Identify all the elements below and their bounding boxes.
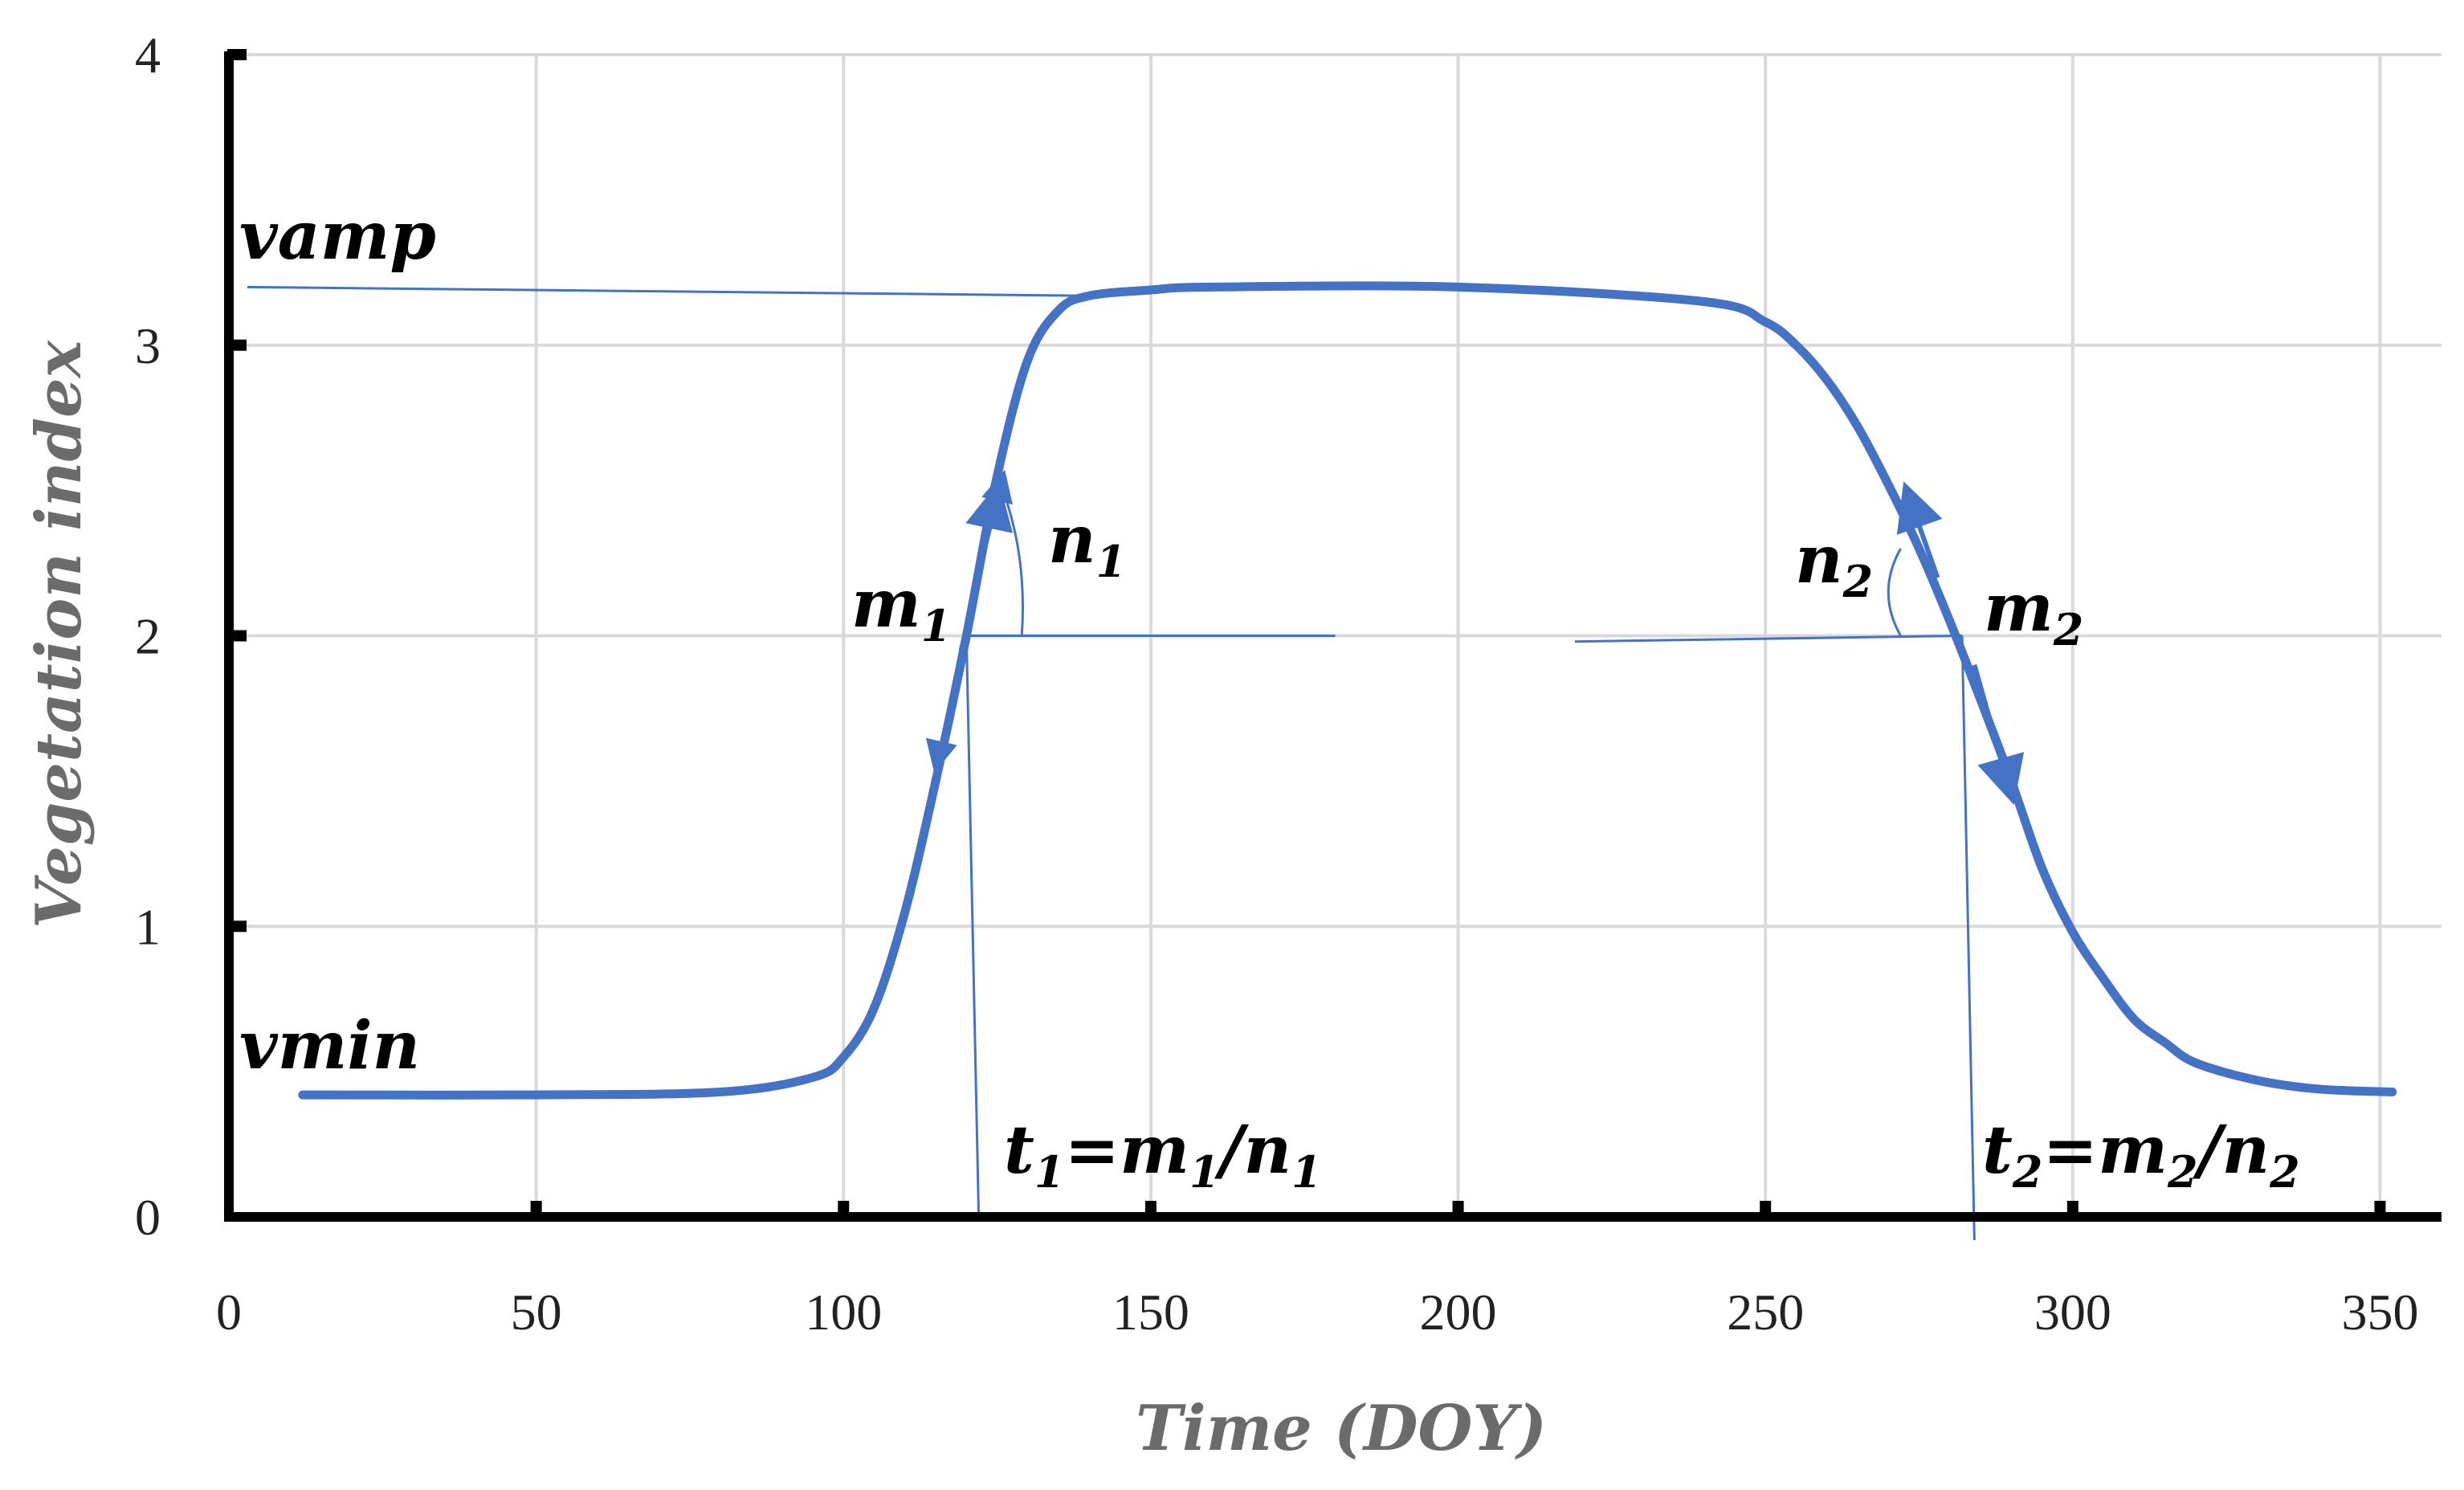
curve-arrow-senescence-up [1896, 481, 1943, 579]
y-tick-label: 0 [135, 1189, 161, 1246]
n2-sub: 2 [1842, 556, 1874, 607]
t1-m: m [1120, 1112, 1189, 1189]
n2-label: n2 [1795, 521, 1873, 607]
n2-base: n [1795, 521, 1843, 598]
t1-n: n [1243, 1112, 1291, 1189]
m2-sub: 2 [2053, 604, 2084, 655]
x-tick-label: 150 [1112, 1284, 1189, 1341]
x-tick-label: 200 [1420, 1284, 1497, 1341]
t1-drop-line [965, 635, 981, 1218]
y-tick-label: 2 [135, 608, 161, 665]
axes [224, 49, 2442, 1222]
n1-angle-arc [996, 475, 1024, 636]
y-tick-label: 1 [135, 898, 161, 955]
x-tick-label: 300 [2034, 1284, 2111, 1341]
vmin-label: vmin [239, 1007, 420, 1084]
n1-base: n [1048, 501, 1096, 578]
curve-arrow-green-up [965, 480, 1014, 607]
t2-slash: / [2193, 1112, 2228, 1189]
vegetation-index-curve [298, 281, 2397, 1100]
t1-t: t [1004, 1112, 1034, 1189]
x-tick-label: 350 [2341, 1284, 2418, 1341]
vamp-label: vamp [239, 198, 436, 275]
x-tick-label: 0 [216, 1284, 242, 1341]
t2-n-sub: 2 [2269, 1146, 2300, 1198]
x-tick-label: 250 [1727, 1284, 1804, 1341]
t1-formula: t1=m1/n1 [1004, 1112, 1322, 1198]
t2-t: t [1982, 1112, 2013, 1189]
tick-labels: 0 50 100 150 200 250 300 350 0 1 2 3 4 [135, 27, 2418, 1341]
n2-angle-arc [1887, 548, 1902, 637]
y-tick-label: 4 [135, 27, 161, 84]
t2-n: n [2221, 1112, 2270, 1189]
t2-t-sub: 2 [2012, 1146, 2043, 1198]
y-tick-label: 3 [135, 317, 161, 374]
t1-t-sub: 1 [1034, 1146, 1065, 1198]
t2-formula: t2=m2/n2 [1982, 1112, 2300, 1198]
t2-drop-line [1960, 635, 1976, 1240]
curve-arrow-senescence-down [1972, 663, 2025, 806]
t1-eq: = [1064, 1112, 1120, 1189]
t1-slash: / [1214, 1112, 1250, 1189]
t2-eq: = [2042, 1112, 2098, 1189]
m1-sub: 1 [921, 600, 952, 651]
n1-sub: 1 [1096, 536, 1127, 587]
m2-base: m [1984, 569, 2054, 647]
x-tick-label: 100 [805, 1284, 882, 1341]
t1-m-sub: 1 [1189, 1146, 1220, 1198]
vamp-guide [247, 285, 1090, 297]
x-tick-label: 50 [511, 1284, 562, 1341]
midpoint-guide-2 [1574, 635, 1963, 643]
m1-base: m [851, 565, 921, 643]
t2-m: m [2098, 1112, 2168, 1189]
series-layer [298, 281, 2397, 1100]
y-axis-title: Vegetation index [22, 339, 96, 929]
m2-label: m2 [1984, 569, 2083, 655]
n1-label: n1 [1048, 501, 1126, 587]
t2-m-sub: 2 [2167, 1146, 2198, 1198]
m1-label: m1 [851, 565, 951, 651]
x-axis-title: Time (DOY) [1136, 1392, 1547, 1465]
t1-n-sub: 1 [1291, 1146, 1322, 1198]
